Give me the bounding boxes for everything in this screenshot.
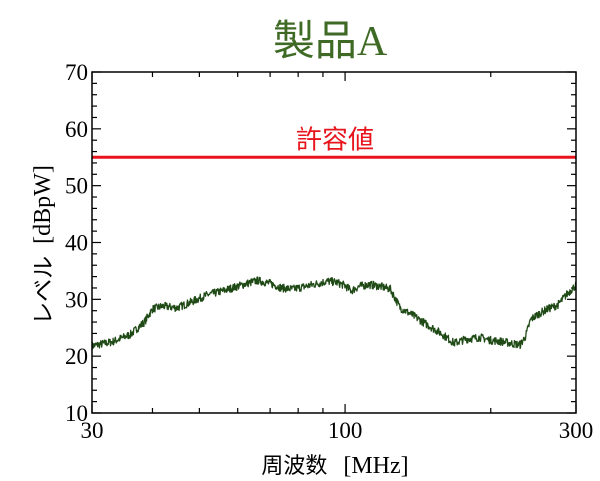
series-group — [91, 276, 577, 350]
axis-ticks — [91, 71, 577, 414]
y-axis-label: レベル [dBpW] — [30, 165, 57, 325]
y-tick-label: 40 — [65, 231, 88, 256]
series-line — [91, 276, 577, 350]
y-tick-label: 70 — [65, 60, 88, 85]
x-axis-label-main: 周波数 — [261, 454, 327, 479]
limit-group: 許容値 — [92, 125, 576, 159]
y-tick-label: 10 — [65, 401, 88, 426]
y-tick-label: 50 — [65, 174, 88, 199]
x-tick-label: 100 — [328, 418, 363, 443]
tick-labels: 10 20 30 40 50 60 70 30 100 300 — [65, 60, 593, 443]
x-axis-label: 周波数 [MHz] — [261, 453, 408, 479]
y-axis-label-unit: [dBpW] — [30, 165, 56, 244]
x-tick-label: 300 — [559, 418, 594, 443]
svg-text:レベル [dBpW]: レベル [dBpW] — [30, 165, 57, 325]
y-axis-label-main: レベル — [31, 256, 57, 325]
x-axis-label-unit: [MHz] — [343, 453, 408, 479]
y-tick-label: 30 — [65, 287, 88, 312]
x-tick-label: 30 — [81, 418, 104, 443]
plot-frame — [91, 71, 577, 414]
y-tick-label: 20 — [65, 344, 88, 369]
y-tick-label: 60 — [65, 117, 88, 142]
chart-title: 製品A — [273, 19, 388, 65]
limit-line-label: 許容値 — [296, 125, 374, 155]
